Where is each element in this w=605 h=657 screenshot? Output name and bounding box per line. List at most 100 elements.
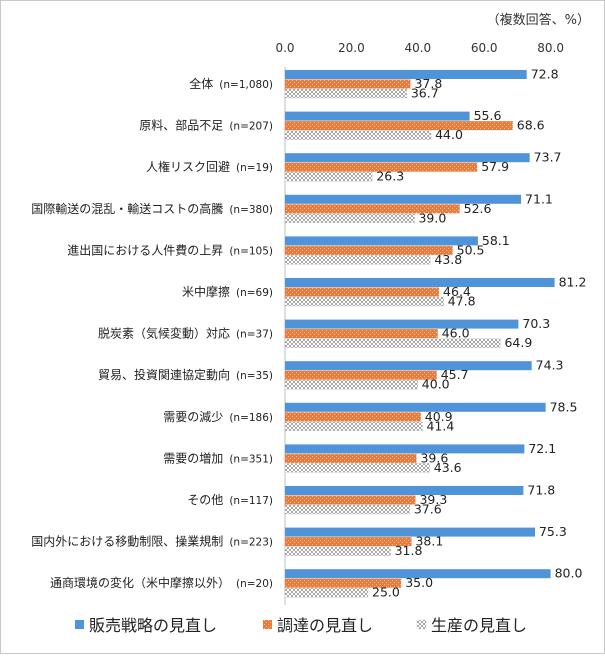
data-label: 71.8 xyxy=(527,483,555,498)
data-label: 75.3 xyxy=(539,524,567,539)
bars-layer xyxy=(284,70,555,598)
data-label: 70.3 xyxy=(522,316,550,331)
bar-series-2 xyxy=(285,329,438,339)
data-label: 40.0 xyxy=(422,377,450,392)
bar-series-1 xyxy=(285,194,522,204)
category-label: 全体 (n=1,080) xyxy=(189,76,273,91)
data-label: 45.7 xyxy=(441,367,469,382)
category-label: 米中摩擦 (n=69) xyxy=(182,284,273,299)
data-label: 80.0 xyxy=(555,566,583,581)
bar-series-3 xyxy=(284,255,431,265)
bar-series-1 xyxy=(285,569,551,579)
bar-series-3 xyxy=(284,296,444,307)
data-label: 39.0 xyxy=(418,210,446,225)
bar-series-2 xyxy=(285,287,440,297)
bar-series-3 xyxy=(284,172,373,182)
data-label: 74.3 xyxy=(536,358,564,373)
bar-series-1 xyxy=(285,153,530,163)
data-label: 81.2 xyxy=(559,275,587,290)
bar-series-3 xyxy=(284,504,410,515)
bar-series-2 xyxy=(285,578,402,588)
bar-series-3 xyxy=(284,421,423,431)
data-label: 73.7 xyxy=(534,150,562,165)
data-label: 36.7 xyxy=(411,86,439,101)
data-labels-layer: 72.8 37.836.7 55.6 68.6 44.0 73.7 57.9 26.3 71.1… xyxy=(372,67,586,600)
bar-series-2 xyxy=(285,495,416,505)
bar-series-3 xyxy=(284,546,391,556)
data-label: 55.6 xyxy=(474,108,502,123)
data-label: 39.3 xyxy=(419,492,447,507)
category-label: 貿易、投資関連協定動向 (n=35) xyxy=(98,367,273,382)
x-tick-label: 60.0 xyxy=(471,41,498,55)
category-label: 国内外における移動制限、操業規制 (n=223) xyxy=(31,534,273,549)
data-label: 31.8 xyxy=(395,543,423,558)
bar-series-3 xyxy=(284,213,415,223)
bar-series-2 xyxy=(285,121,513,131)
bar-series-1 xyxy=(285,319,519,329)
bar-series-1 xyxy=(285,444,525,454)
bar-series-3 xyxy=(284,88,407,99)
data-label: 43.8 xyxy=(434,252,462,267)
data-label: 37.8 xyxy=(414,76,442,91)
data-label: 68.6 xyxy=(517,118,545,133)
data-label: 58.1 xyxy=(482,233,510,248)
bar-series-1 xyxy=(285,527,535,537)
data-label: 46.0 xyxy=(442,326,470,341)
category-label: 需要の減少 (n=186) xyxy=(163,409,273,424)
data-label: 37.6 xyxy=(414,502,442,517)
bar-series-2 xyxy=(285,162,478,172)
category-label: 通商環境の変化（米中摩擦以外） (n=20) xyxy=(50,575,273,590)
x-tick-label: 20.0 xyxy=(338,41,365,55)
bar-series-1 xyxy=(285,111,470,121)
data-label: 40.9 xyxy=(425,409,453,424)
x-tick-label: 40.0 xyxy=(404,41,431,55)
bar-series-2 xyxy=(285,245,453,255)
category-label: 人権リスク回避 (n=19) xyxy=(146,159,273,174)
unit-note: （複数回答、%） xyxy=(486,13,590,28)
category-label: その他 (n=117) xyxy=(187,493,273,507)
data-label: 47.8 xyxy=(448,294,476,309)
data-label: 71.1 xyxy=(525,191,553,206)
legend-swatch xyxy=(75,620,84,629)
data-label: 50.5 xyxy=(457,242,485,257)
bar-series-1 xyxy=(285,402,546,412)
data-label: 52.6 xyxy=(464,201,492,216)
legend-label: 生産の見直し xyxy=(431,616,527,635)
legend-swatch xyxy=(416,619,427,630)
bar-series-3 xyxy=(284,380,418,390)
category-label: 脱炭素（気候変動）対応 (n=37) xyxy=(98,326,273,341)
bar-series-3 xyxy=(284,588,369,598)
bar-series-2 xyxy=(285,412,421,422)
bar-series-2 xyxy=(285,537,412,547)
legend-swatch xyxy=(263,620,272,629)
category-label: 需要の増加 (n=351) xyxy=(163,451,273,465)
x-tick-label: 0.0 xyxy=(275,41,294,55)
bar-series-2 xyxy=(285,453,417,463)
data-label: 72.1 xyxy=(528,441,556,456)
data-label: 43.6 xyxy=(434,460,462,475)
x-tick-label: 80.0 xyxy=(537,41,564,55)
bar-series-2 xyxy=(285,370,437,380)
data-label: 64.9 xyxy=(504,335,532,350)
data-label: 46.4 xyxy=(443,284,471,299)
bar-series-3 xyxy=(284,463,430,473)
legend-label: 販売戦略の見直し xyxy=(89,616,217,635)
category-labels-layer: 全体 (n=1,080) 原料、部品不足 (n=207) 人権リスク回避 (n=19) 国際… xyxy=(31,76,273,590)
bar-series-1 xyxy=(285,70,527,79)
data-label: 78.5 xyxy=(550,399,578,414)
legend-label: 調達の見直し xyxy=(277,616,373,635)
data-label: 26.3 xyxy=(376,169,404,184)
legend: 販売戦略の見直し 調達の見直し 生産の見直し xyxy=(75,616,527,635)
data-label: 39.6 xyxy=(420,450,448,465)
category-label: 国際輸送の混乱・輸送コストの高騰 (n=380) xyxy=(31,201,273,216)
bar-series-2 xyxy=(285,79,411,89)
bar-series-1 xyxy=(285,278,555,287)
data-label: 72.8 xyxy=(531,67,559,82)
data-label: 25.0 xyxy=(372,585,400,600)
category-label: 進出国における人件費の上昇 (n=105) xyxy=(67,242,273,257)
data-label: 38.1 xyxy=(415,534,443,549)
bar-series-1 xyxy=(285,486,524,495)
data-label: 57.9 xyxy=(481,159,509,174)
